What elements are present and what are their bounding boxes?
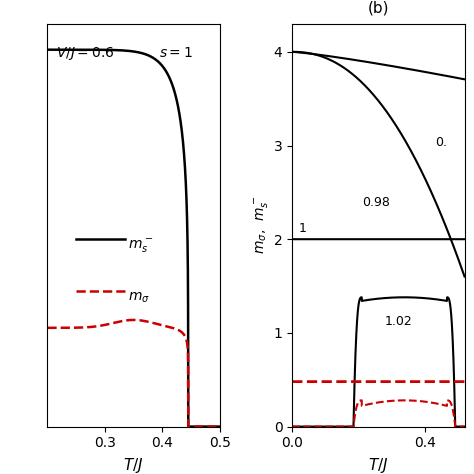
Text: $m_s^-$: $m_s^-$	[128, 237, 153, 255]
X-axis label: $T/J$: $T/J$	[368, 456, 389, 474]
Y-axis label: $m_{\sigma}$,  $m_s^-$: $m_{\sigma}$, $m_s^-$	[253, 196, 271, 255]
Text: $m_{\sigma}$: $m_{\sigma}$	[128, 291, 150, 305]
Text: $V/J = 0.6$: $V/J = 0.6$	[56, 46, 115, 63]
Text: 0.98: 0.98	[362, 196, 390, 210]
Text: 1.02: 1.02	[385, 315, 413, 328]
Text: (b): (b)	[368, 0, 389, 16]
Text: $s = 1$: $s = 1$	[159, 46, 193, 61]
Text: 1: 1	[299, 222, 307, 235]
Text: 0.: 0.	[435, 136, 447, 148]
X-axis label: $T/J$: $T/J$	[123, 456, 144, 474]
